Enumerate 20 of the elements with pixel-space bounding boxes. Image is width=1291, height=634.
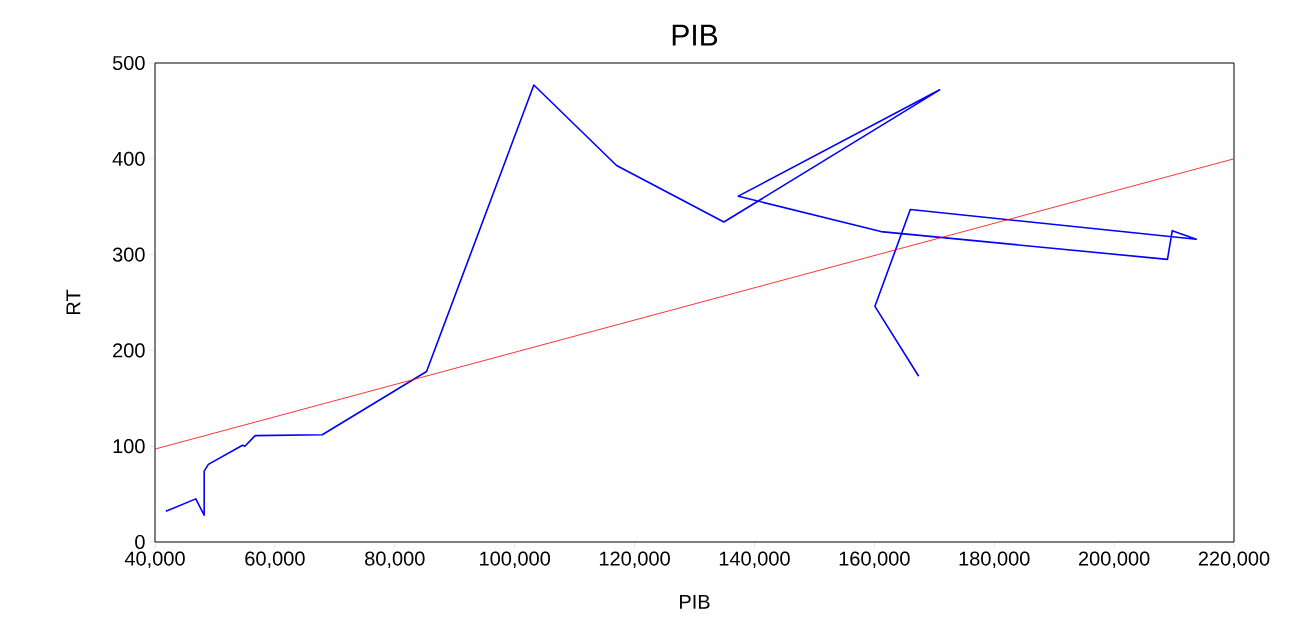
x-tick-label: 220,000 — [1198, 551, 1270, 569]
y-tick-label: 400 — [112, 151, 145, 166]
x-tick-label: 160,000 — [839, 551, 910, 569]
y-axis-title: RT — [66, 289, 81, 314]
y-tick-label: 300 — [112, 247, 145, 262]
x-tick-label: 60,000 — [245, 551, 305, 569]
x-tick-label: 40,000 — [124, 551, 185, 569]
x-tick-label: 80,000 — [365, 551, 425, 569]
y-tick-label: 200 — [113, 343, 145, 358]
x-axis-title: PIB — [680, 594, 710, 609]
chart-title: PIB — [672, 24, 718, 46]
x-tick-label: 180,000 — [959, 551, 1030, 569]
x-tick-label: 200,000 — [1078, 551, 1150, 569]
y-tick-label: 0 — [135, 534, 145, 550]
x-tick-label: 120,000 — [599, 551, 670, 569]
line-series — [165, 84, 1198, 516]
x-tick-label: 100,000 — [480, 551, 551, 569]
y-tick-label: 100 — [113, 439, 145, 454]
x-tick-label: 140,000 — [719, 551, 790, 569]
y-tick-label: 500 — [112, 55, 145, 71]
